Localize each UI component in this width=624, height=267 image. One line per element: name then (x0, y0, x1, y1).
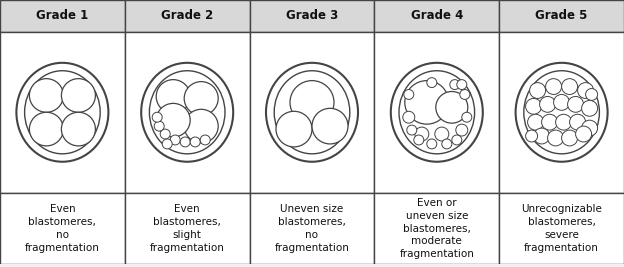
Ellipse shape (391, 63, 483, 162)
Ellipse shape (141, 63, 233, 162)
Bar (374, 0, 499, 32)
Circle shape (450, 80, 460, 89)
Bar (250, 0, 374, 32)
Circle shape (578, 83, 593, 99)
Circle shape (562, 79, 578, 95)
Bar (250, 32, 374, 193)
Circle shape (525, 99, 542, 114)
Bar (125, 193, 250, 264)
Text: Even
blastomeres,
no
fragmentation: Even blastomeres, no fragmentation (25, 204, 100, 253)
Circle shape (427, 78, 437, 88)
Circle shape (545, 79, 562, 95)
Circle shape (156, 103, 190, 137)
Text: Even
blastomeres,
slight
fragmentation: Even blastomeres, slight fragmentation (150, 204, 225, 253)
Circle shape (29, 112, 64, 146)
Circle shape (553, 95, 570, 110)
Ellipse shape (149, 71, 225, 154)
Bar (374, 193, 499, 264)
Circle shape (570, 114, 585, 130)
Circle shape (452, 135, 462, 145)
Circle shape (462, 112, 472, 122)
Circle shape (530, 83, 545, 99)
Text: Even or
uneven size
blastomeres,
moderate
fragmentation: Even or uneven size blastomeres, moderat… (399, 198, 474, 259)
Circle shape (405, 81, 449, 124)
Circle shape (548, 130, 563, 146)
Circle shape (162, 139, 172, 149)
Ellipse shape (24, 71, 100, 154)
Ellipse shape (515, 63, 608, 162)
Circle shape (61, 112, 95, 146)
Circle shape (568, 96, 583, 112)
Circle shape (61, 79, 95, 112)
Ellipse shape (266, 63, 358, 162)
Bar (125, 0, 250, 32)
Text: Grade 1: Grade 1 (36, 9, 89, 22)
Circle shape (460, 89, 470, 99)
Circle shape (190, 137, 200, 147)
Circle shape (435, 127, 449, 141)
Circle shape (442, 139, 452, 149)
Ellipse shape (16, 63, 109, 162)
Bar (499, 193, 624, 264)
Bar (125, 32, 250, 193)
Circle shape (540, 96, 555, 112)
Circle shape (29, 79, 64, 112)
Text: Unrecognizable
blastomeres,
severe
fragmentation: Unrecognizable blastomeres, severe fragm… (521, 204, 602, 253)
Circle shape (542, 114, 558, 130)
Circle shape (436, 92, 468, 123)
Bar (0, 32, 125, 193)
Circle shape (404, 89, 414, 99)
Circle shape (200, 135, 210, 145)
Circle shape (585, 89, 598, 100)
Ellipse shape (274, 71, 350, 154)
Bar (0, 193, 125, 264)
Circle shape (456, 124, 468, 136)
Bar (250, 193, 374, 264)
Circle shape (575, 126, 592, 142)
Circle shape (312, 108, 348, 144)
Circle shape (582, 120, 598, 136)
Circle shape (180, 137, 190, 147)
Bar (0, 0, 125, 32)
Circle shape (184, 109, 218, 143)
Text: Grade 2: Grade 2 (161, 9, 213, 22)
Circle shape (403, 111, 415, 123)
Circle shape (152, 112, 162, 122)
Circle shape (525, 130, 538, 142)
Circle shape (184, 82, 218, 115)
Circle shape (534, 128, 550, 144)
Text: Uneven size
blastomeres,
no
fragmentation: Uneven size blastomeres, no fragmentatio… (275, 204, 349, 253)
Circle shape (415, 127, 429, 141)
Circle shape (457, 80, 467, 89)
Circle shape (154, 121, 164, 131)
Text: Grade 3: Grade 3 (286, 9, 338, 22)
Circle shape (290, 81, 334, 124)
Circle shape (414, 135, 424, 145)
Circle shape (582, 100, 598, 116)
Circle shape (427, 139, 437, 149)
Bar (374, 32, 499, 193)
Bar (499, 32, 624, 193)
Ellipse shape (524, 71, 600, 154)
Text: Grade 5: Grade 5 (535, 9, 588, 22)
Ellipse shape (399, 71, 475, 154)
Text: Grade 4: Grade 4 (411, 9, 463, 22)
Circle shape (407, 125, 417, 135)
Circle shape (156, 80, 190, 113)
Circle shape (555, 114, 572, 130)
Circle shape (562, 130, 578, 146)
Circle shape (276, 111, 312, 147)
Bar (499, 0, 624, 32)
Circle shape (528, 114, 544, 130)
Circle shape (160, 129, 170, 139)
Circle shape (170, 135, 180, 145)
